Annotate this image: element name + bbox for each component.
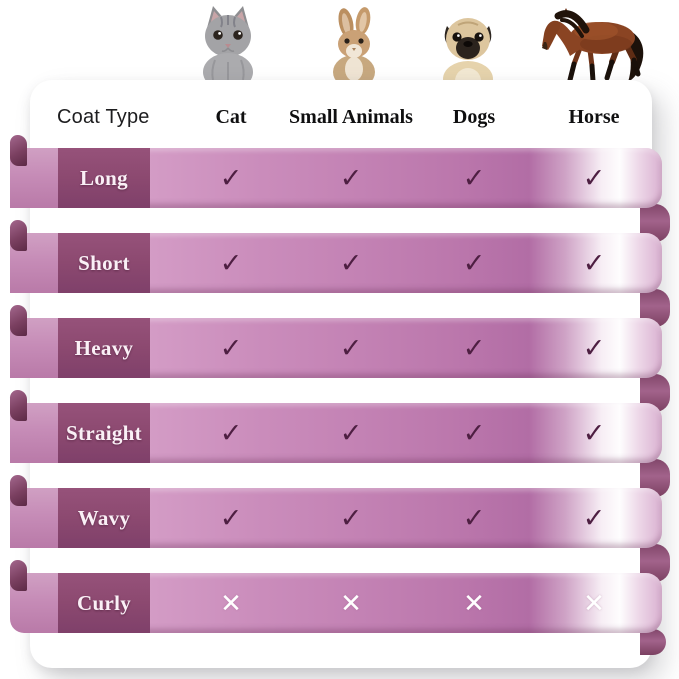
check-icon: ✓ [462, 248, 486, 278]
row-header-label: Coat Type [57, 106, 150, 128]
row-label: Curly [58, 573, 150, 633]
check-icon: ✓ [462, 418, 486, 448]
row-label: Long [58, 148, 150, 208]
ribbon-band [58, 488, 662, 548]
ribbon-curl-icon [10, 475, 27, 506]
column-header-dogs: Dogs [452, 106, 496, 128]
table-row-straight: Straight ✓ ✓ ✓ ✓ [10, 390, 670, 463]
check-icon: ✓ [219, 418, 243, 448]
ribbon-band [58, 403, 662, 463]
check-icon: ✓ [339, 333, 363, 363]
column-header-horse: Horse [568, 106, 620, 128]
table-row-heavy: Heavy ✓ ✓ ✓ ✓ [10, 305, 670, 378]
rabbit-image [333, 7, 375, 88]
cat-image [203, 6, 253, 86]
check-icon: ✓ [582, 333, 606, 363]
check-icon: ✓ [582, 248, 606, 278]
check-icon: ✓ [462, 163, 486, 193]
check-icon: ✓ [339, 163, 363, 193]
ribbon-band [58, 573, 662, 633]
check-icon: ✓ [339, 418, 363, 448]
table-row-short: Short ✓ ✓ ✓ ✓ [10, 220, 670, 293]
table-row-curly: Curly ✕ ✕ ✕ ✕ [10, 560, 670, 633]
cross-icon: ✕ [463, 588, 485, 618]
check-icon: ✓ [219, 503, 243, 533]
ribbon-curl-icon [10, 135, 27, 166]
table-row-long: Long ✓ ✓ ✓ ✓ [10, 135, 670, 208]
check-icon: ✓ [582, 163, 606, 193]
cross-icon: ✕ [340, 588, 362, 618]
ribbon-curl-icon [10, 560, 27, 591]
pug-image [443, 18, 493, 89]
row-label: Short [58, 233, 150, 293]
row-label: Wavy [58, 488, 150, 548]
row-label: Heavy [58, 318, 150, 378]
ribbon-band [58, 318, 662, 378]
cross-icon: ✕ [583, 588, 605, 618]
ribbon-right-fold-connector [640, 629, 666, 655]
check-icon: ✓ [219, 248, 243, 278]
ribbon-band [58, 233, 662, 293]
check-icon: ✓ [339, 503, 363, 533]
ribbon-curl-icon [10, 305, 27, 336]
row-label: Straight [58, 403, 150, 463]
horse-image [542, 8, 644, 84]
check-icon: ✓ [582, 418, 606, 448]
check-icon: ✓ [219, 333, 243, 363]
column-header-small-animals: Small Animals [289, 106, 413, 128]
check-icon: ✓ [339, 248, 363, 278]
check-icon: ✓ [462, 333, 486, 363]
check-icon: ✓ [219, 163, 243, 193]
column-header-cat: Cat [215, 106, 247, 128]
check-icon: ✓ [462, 503, 486, 533]
ribbon-curl-icon [10, 220, 27, 251]
table-row-wavy: Wavy ✓ ✓ ✓ ✓ [10, 475, 670, 548]
ribbon-curl-icon [10, 390, 27, 421]
ribbon-band [58, 148, 662, 208]
check-icon: ✓ [582, 503, 606, 533]
cross-icon: ✕ [220, 588, 242, 618]
